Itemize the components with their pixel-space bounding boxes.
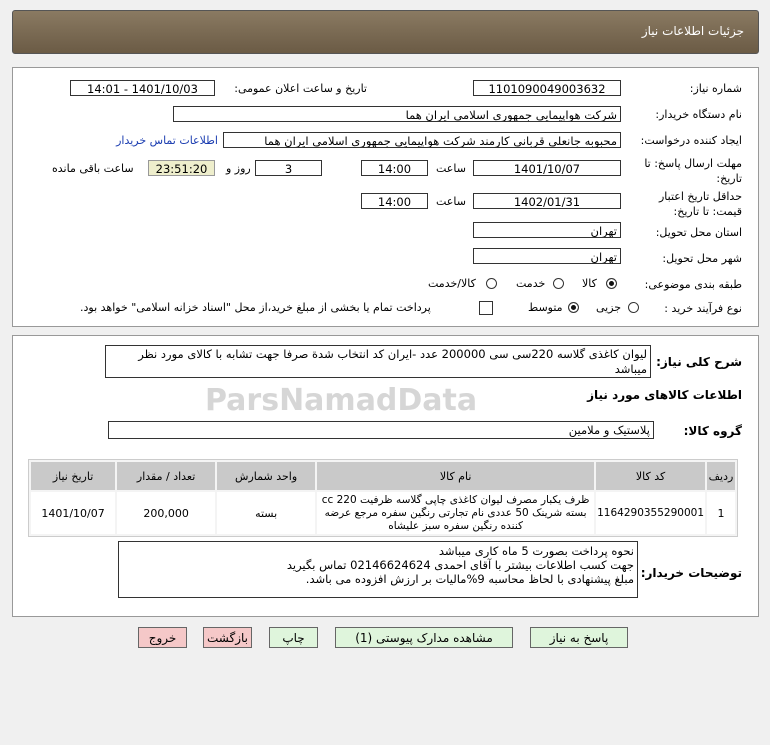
announce-field: 1401/10/03 - 14:01 [70,80,215,96]
process-label: نوع فرآیند خرید : [664,302,742,315]
deadline-date-field: 1401/10/07 [473,160,621,176]
buyer-field: شرکت هواپیمایی جمهوری اسلامی ایران هما [173,106,621,122]
remaining-label: ساعت باقی مانده [52,162,134,175]
cell-quantity: 200,000 [117,492,216,534]
view-attachments-button[interactable]: مشاهده مدارک پیوستی (1) [335,627,513,648]
back-button[interactable]: بازگشت [203,627,252,648]
summary-label: شرح کلی نیاز: [656,355,742,369]
goods-table: ردیف کد کالا نام کالا واحد شمارش تعداد /… [28,459,738,537]
validity-label: حداقل تاریخ اعتبار قیمت: تا تاریخ: [658,190,742,218]
buyer-notes-label: توضیحات خریدار: [640,566,742,580]
creator-field: محبوبه جانعلی قربانی کارمند شرکت هواپیما… [223,132,621,148]
deadline-time-field: 14:00 [361,160,428,176]
category-radio-service[interactable] [553,278,564,289]
note-line: جهت کسب اطلاعات بیشتر با آقای احمدی 0214… [286,558,634,572]
table-row: 1 1164290355290001 ظرف یکبار مصرف لیوان … [31,492,735,534]
print-button[interactable]: چاپ [269,627,318,648]
category-radio-goods-service[interactable] [486,278,497,289]
process-radio-medium[interactable] [568,302,579,313]
buyer-label: نام دستگاه خریدار: [655,108,742,121]
note-line: مبلغ پیشنهادی با لحاظ محاسبه 9%مالیات بر… [305,572,634,586]
page-title: جزئیات اطلاعات نیاز [641,24,744,38]
cell-date: 1401/10/07 [31,492,116,534]
province-label: استان محل تحویل: [655,226,742,239]
goods-section-title: اطلاعات کالاهای مورد نیاز [587,388,742,402]
summary-field: لیوان کاغذی گلاسه 220سی سی 200000 عدد -ا… [105,345,651,378]
city-field: تهران [473,248,621,264]
col-row: ردیف [707,462,735,490]
note-line: نحوه پرداخت بصورت 5 ماه کاری میباشد [438,544,634,558]
days-field: 3 [255,160,322,176]
col-code: کد کالا [596,462,705,490]
process-option-medium-label: متوسط [528,301,563,314]
cell-unit: بسته [217,492,316,534]
category-option-service-label: خدمت [516,277,546,290]
category-label: طبقه بندی موضوعی: [644,278,742,291]
process-radio-minor[interactable] [628,302,639,313]
treasury-payment-label: پرداخت تمام یا بخشی از مبلغ خرید،از محل … [80,301,431,314]
exit-button[interactable]: خروج [138,627,187,648]
province-field: تهران [473,222,621,238]
validity-time-label: ساعت [436,195,466,208]
city-label: شهر محل تحویل: [662,252,742,265]
category-option-goods-label: کالا [582,277,597,290]
creator-label: ایجاد کننده درخواست: [640,134,742,147]
buyer-contact-link[interactable]: اطلاعات تماس خریدار [116,134,218,147]
table-header-row: ردیف کد کالا نام کالا واحد شمارش تعداد /… [31,462,735,490]
cell-code: 1164290355290001 [596,492,705,534]
need-number-label: شماره نیاز: [689,82,742,95]
buyer-notes-field: نحوه پرداخت بصورت 5 ماه کاری میباشد جهت … [118,541,638,598]
reply-button[interactable]: پاسخ به نیاز [530,627,628,648]
cell-name: ظرف یکبار مصرف لیوان کاغذی چاپی گلاسه ظر… [317,492,595,534]
cell-row: 1 [707,492,735,534]
deadline-label: مهلت ارسال پاسخ: تا تاریخ: [644,157,742,185]
page-header: جزئیات اطلاعات نیاز [12,10,759,54]
watermark: ParsNamadData [205,383,478,418]
col-name: نام کالا [317,462,595,490]
days-label: روز و [226,162,251,175]
announce-label: تاریخ و ساعت اعلان عمومی: [234,82,367,95]
validity-date-field: 1402/01/31 [473,193,621,209]
goods-group-field: پلاستیک و ملامین [108,421,654,439]
process-option-minor-label: جزیی [596,301,622,314]
category-option-goods-service-label: کالا/خدمت [428,277,476,290]
treasury-payment-checkbox[interactable] [479,301,493,315]
remaining-time-field: 23:51:20 [148,160,215,176]
col-quantity: تعداد / مقدار [117,462,216,490]
category-radio-goods[interactable] [606,278,617,289]
col-date: تاریخ نیاز [31,462,116,490]
col-unit: واحد شمارش [217,462,316,490]
need-number-field: 1101090049003632 [473,80,621,96]
validity-time-field: 14:00 [361,193,428,209]
deadline-time-label: ساعت [436,162,466,175]
goods-group-label: گروه کالا: [683,424,742,438]
